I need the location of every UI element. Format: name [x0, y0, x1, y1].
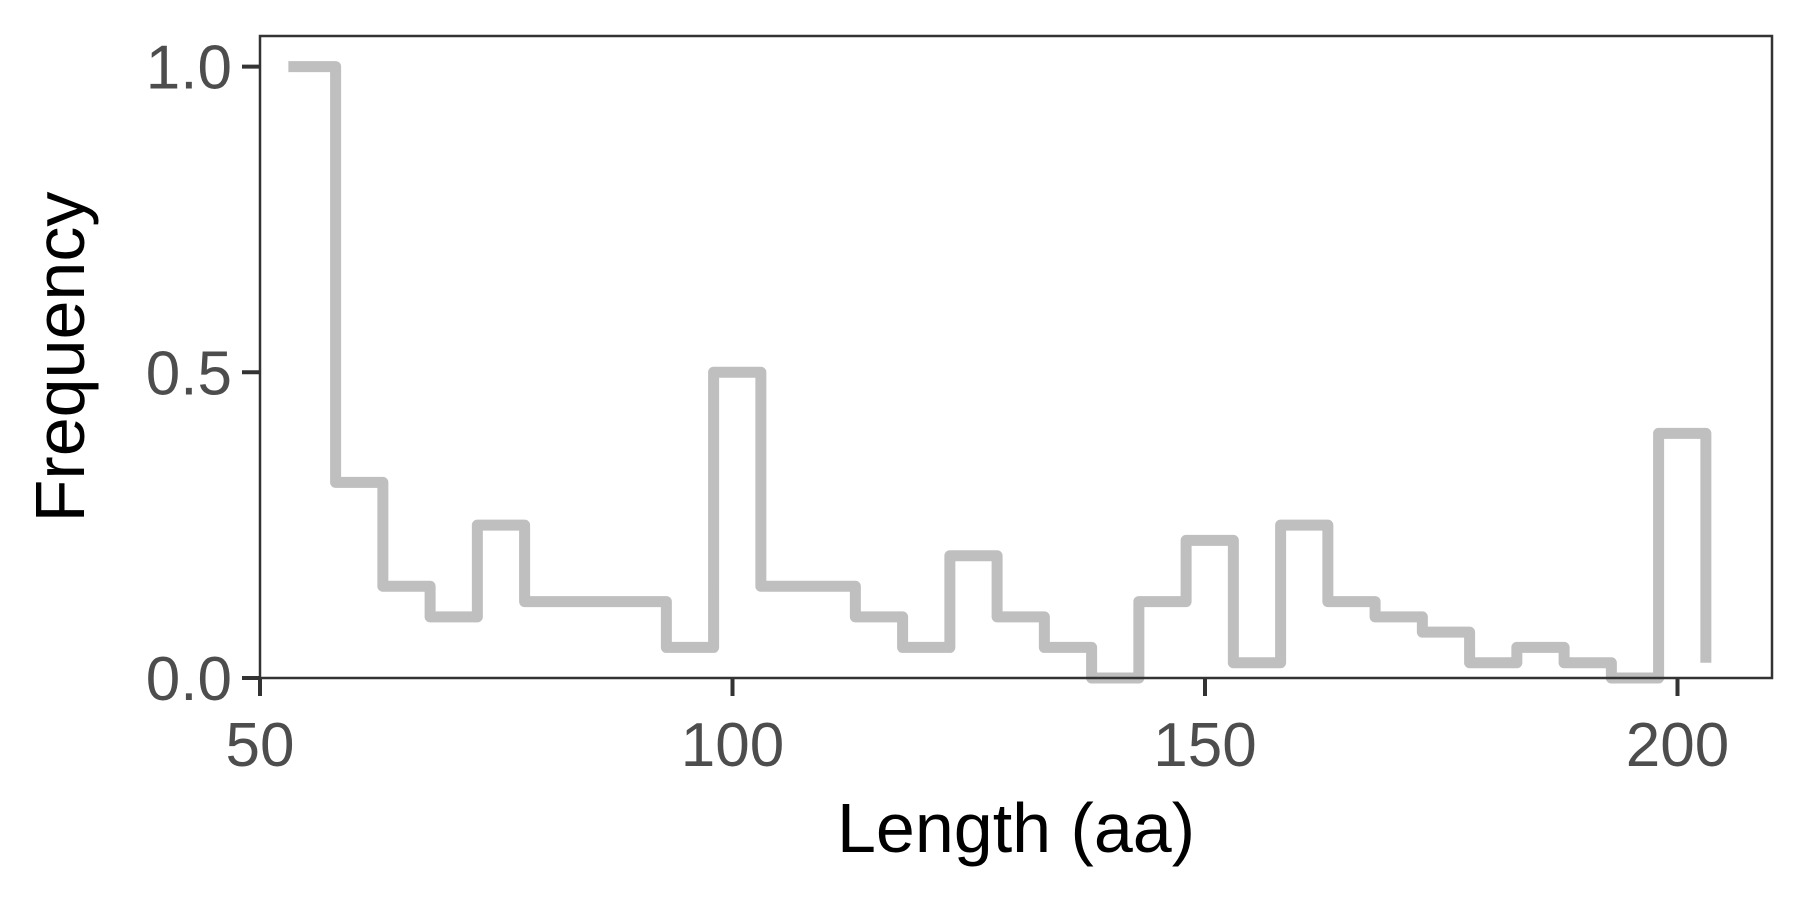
y-tick-label: 0.0 — [146, 645, 232, 714]
y-axis-title: Frequency — [21, 192, 99, 523]
x-tick-label: 200 — [1626, 711, 1729, 780]
plot-frame — [258, 34, 1774, 680]
series-layer — [288, 61, 1712, 684]
x-tick-label: 100 — [681, 711, 784, 780]
y-tick-label: 1.0 — [146, 34, 232, 103]
tick-labels: 50 100 150 200 0.0 0.5 1.0 — [146, 34, 1729, 780]
x-axis-title: Length (aa) — [837, 789, 1195, 867]
x-tick-label: 50 — [226, 711, 295, 780]
axis-ticks — [242, 64, 1680, 696]
histogram-step-line — [288, 61, 1712, 684]
x-tick-label: 150 — [1153, 711, 1256, 780]
y-tick-label: 0.5 — [146, 339, 232, 408]
